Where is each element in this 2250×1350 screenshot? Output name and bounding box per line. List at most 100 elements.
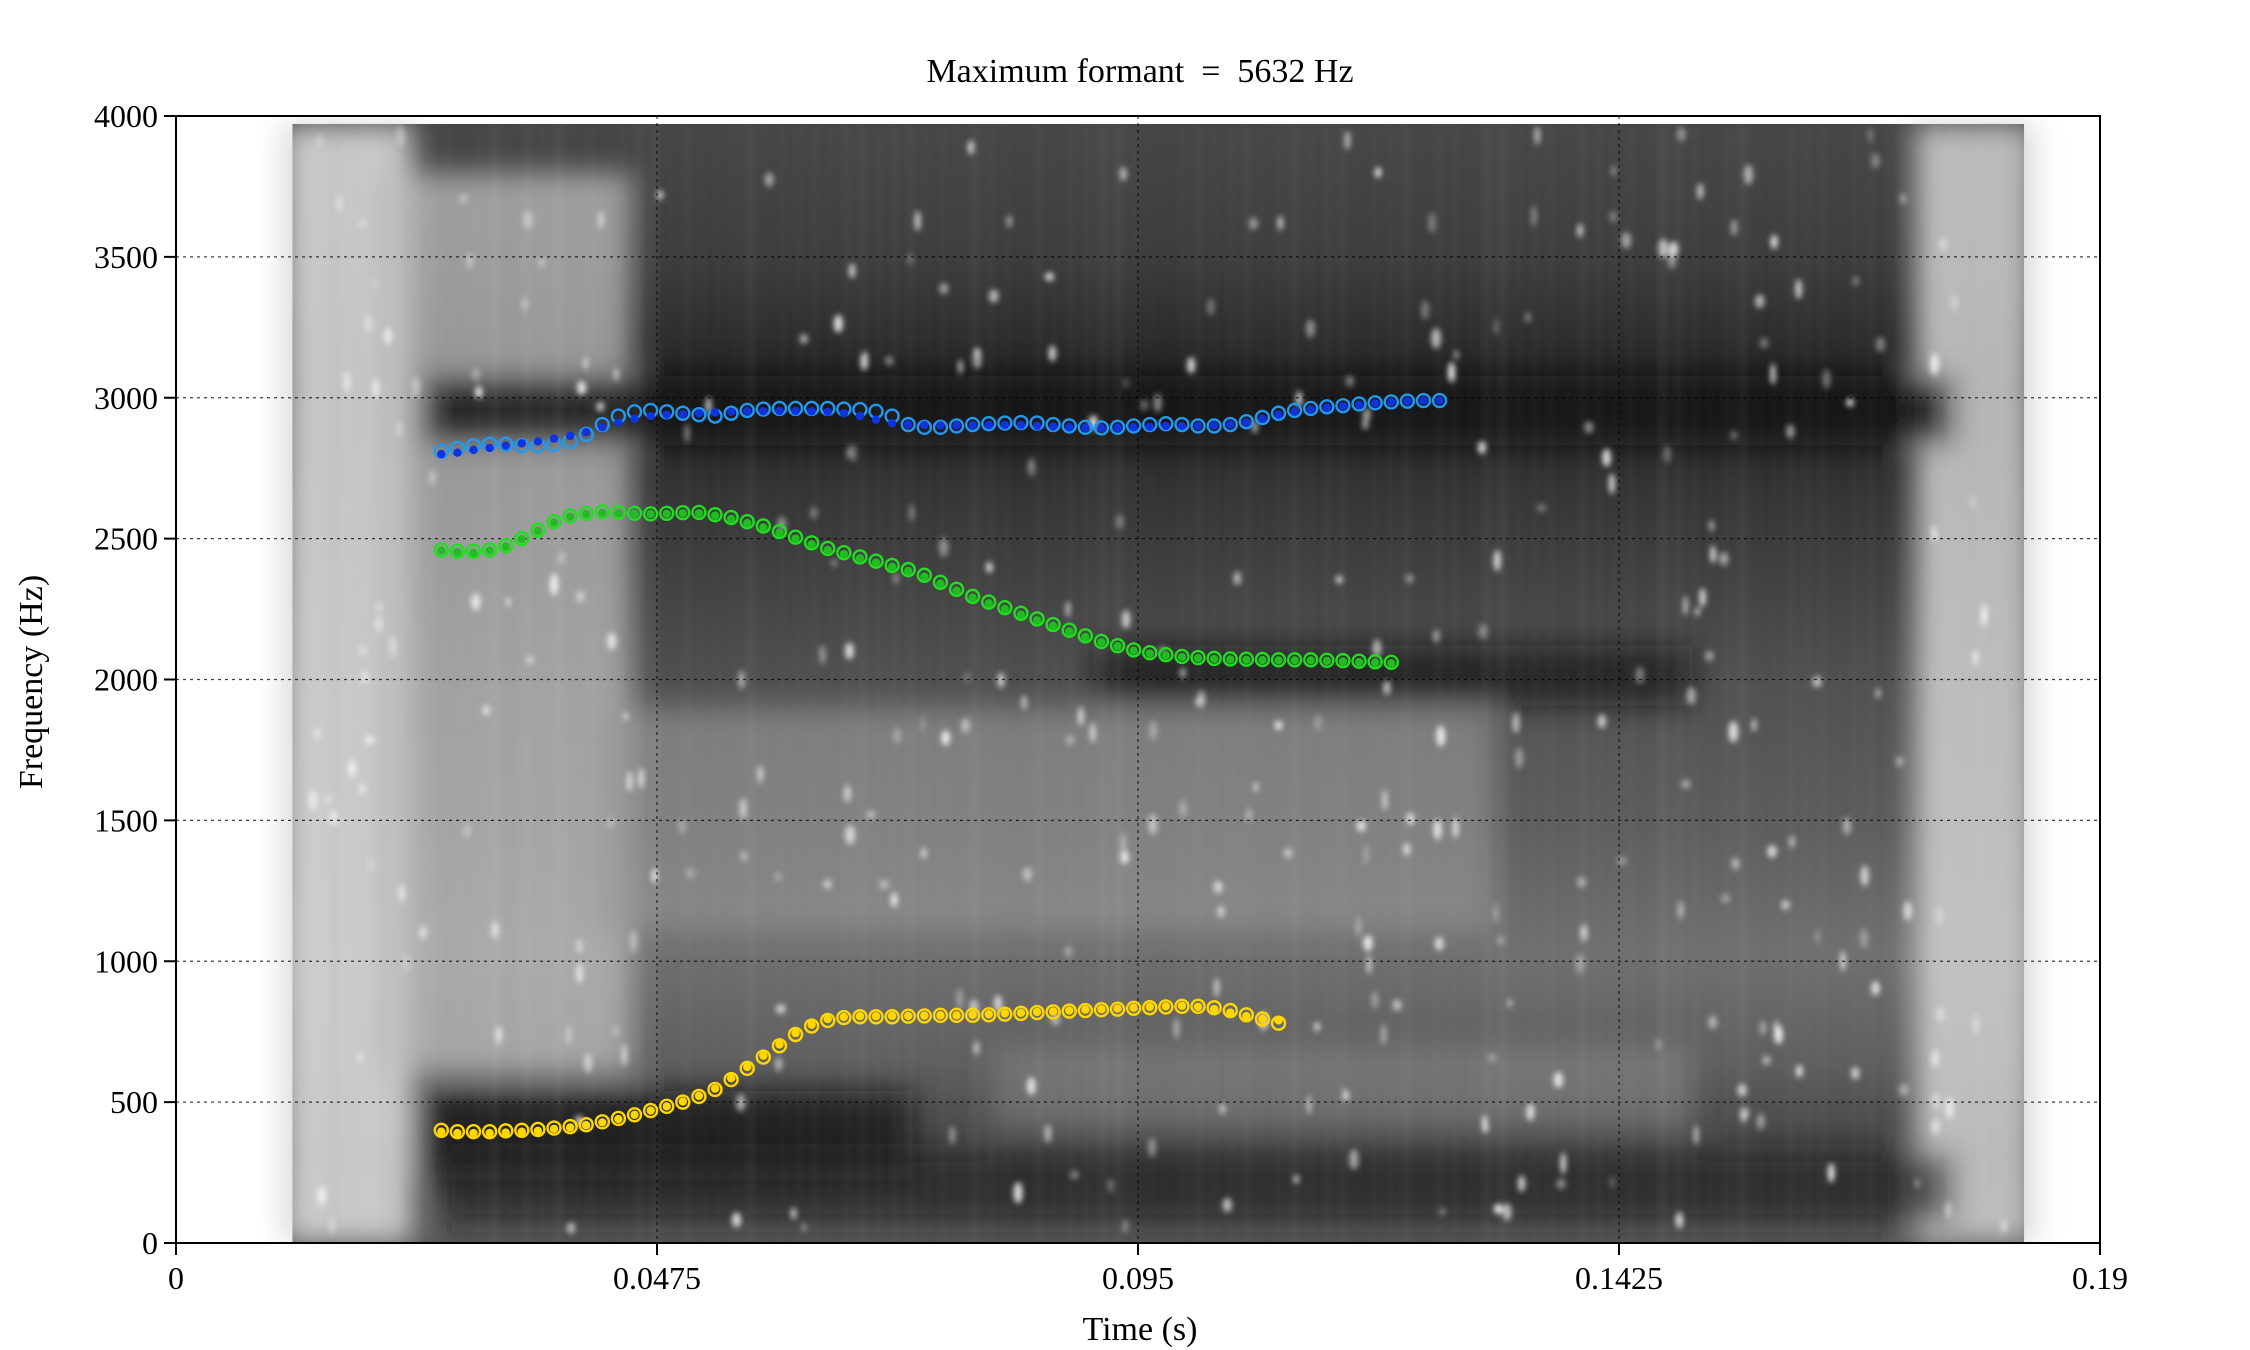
formant-point	[1174, 648, 1190, 665]
formant-point	[1190, 418, 1206, 434]
formant-point	[1016, 420, 1026, 430]
formant-point	[1193, 1002, 1203, 1012]
formant-point	[1125, 1000, 1142, 1017]
y-axis-label: Frequency (Hz)	[13, 575, 50, 789]
formant-point	[1270, 652, 1287, 668]
formant-point	[1335, 652, 1351, 669]
formant-point	[594, 1114, 611, 1130]
formant-point	[1290, 656, 1299, 665]
formant-point	[485, 546, 494, 555]
formant-point	[691, 1088, 707, 1105]
formant-point	[1258, 655, 1267, 665]
formant-point	[1016, 610, 1026, 619]
formant-point	[582, 427, 591, 437]
formant-point	[1383, 394, 1399, 410]
formant-point	[868, 1009, 884, 1025]
formant-point	[1242, 655, 1251, 664]
formant-series-0	[433, 998, 1287, 1140]
formant-point	[646, 411, 655, 421]
formant-point	[1177, 421, 1187, 431]
formant-point	[726, 407, 736, 417]
formant-point	[582, 509, 591, 519]
formant-point	[952, 421, 961, 430]
formant-point	[968, 421, 977, 430]
formant-point	[981, 415, 997, 432]
formant-point	[1061, 418, 1077, 434]
x-tick-label: 0	[168, 1260, 184, 1296]
formant-series	[433, 392, 1448, 1140]
formant-point	[433, 1122, 450, 1139]
formant-point	[565, 431, 575, 440]
formant-point	[771, 523, 788, 540]
formant-point	[662, 1102, 671, 1111]
formant-point	[1286, 652, 1303, 668]
formant-point	[1226, 420, 1235, 429]
formant-point	[707, 506, 723, 523]
formant-point	[1129, 423, 1138, 432]
formant-point	[710, 408, 720, 417]
formant-point	[517, 534, 527, 544]
formant-point	[775, 528, 784, 538]
y-tick-label: 2000	[94, 662, 158, 698]
formant-point	[964, 1007, 981, 1024]
formant-point	[1290, 407, 1299, 417]
formant-point	[1403, 396, 1412, 406]
formant-point	[1190, 998, 1206, 1015]
formant-point	[549, 434, 559, 443]
formant-point	[1061, 1003, 1077, 1019]
y-tick-label: 0	[142, 1225, 158, 1261]
formant-point	[465, 1124, 482, 1140]
formant-point	[549, 1124, 559, 1134]
formant-point	[659, 505, 675, 521]
formant-point	[1032, 421, 1042, 431]
formant-point	[1077, 628, 1094, 644]
formant-point	[485, 1128, 494, 1138]
formant-point	[936, 421, 945, 430]
formant-point	[723, 1071, 739, 1088]
formant-point	[1142, 645, 1158, 661]
formant-point	[1226, 1008, 1235, 1017]
formant-point	[1351, 396, 1367, 412]
formant-series-5	[437, 396, 1444, 459]
formant-point	[791, 1028, 800, 1038]
formant-point	[916, 419, 933, 436]
formant-point	[675, 505, 691, 521]
formant-point	[546, 514, 562, 530]
formant-point	[453, 448, 462, 457]
formant-point	[630, 509, 639, 519]
formant-point	[565, 1123, 575, 1132]
formant-point	[1032, 1007, 1042, 1017]
formant-point	[820, 540, 836, 557]
y-tick-label: 1500	[94, 802, 158, 838]
formant-point	[1286, 402, 1303, 419]
formant-point	[884, 1009, 900, 1025]
spectrogram-light-regions	[282, 124, 2035, 1243]
formant-point	[562, 508, 578, 524]
formant-point	[964, 588, 981, 605]
formant-point	[887, 418, 897, 428]
formant-point	[1109, 637, 1126, 654]
formant-point	[1338, 402, 1348, 411]
formant-point	[1274, 410, 1283, 419]
formant-point	[1319, 399, 1335, 415]
formant-point	[501, 1128, 510, 1137]
formant-point	[433, 542, 450, 558]
formant-point	[533, 437, 543, 446]
formant-point	[723, 405, 739, 421]
formant-point	[662, 509, 671, 519]
formant-point	[533, 1126, 543, 1136]
formant-point	[1016, 1008, 1026, 1018]
formant-point	[952, 1011, 961, 1020]
formant-point	[1048, 1007, 1058, 1016]
formant-point	[984, 1010, 993, 1019]
formant-point	[1274, 1016, 1283, 1025]
formant-point	[755, 518, 772, 534]
formant-point	[1113, 423, 1122, 433]
grid-lines	[176, 116, 2100, 1243]
formant-point	[791, 406, 800, 416]
formant-point	[743, 407, 752, 416]
formant-point	[1209, 1004, 1219, 1014]
formant-point	[1081, 1005, 1090, 1014]
